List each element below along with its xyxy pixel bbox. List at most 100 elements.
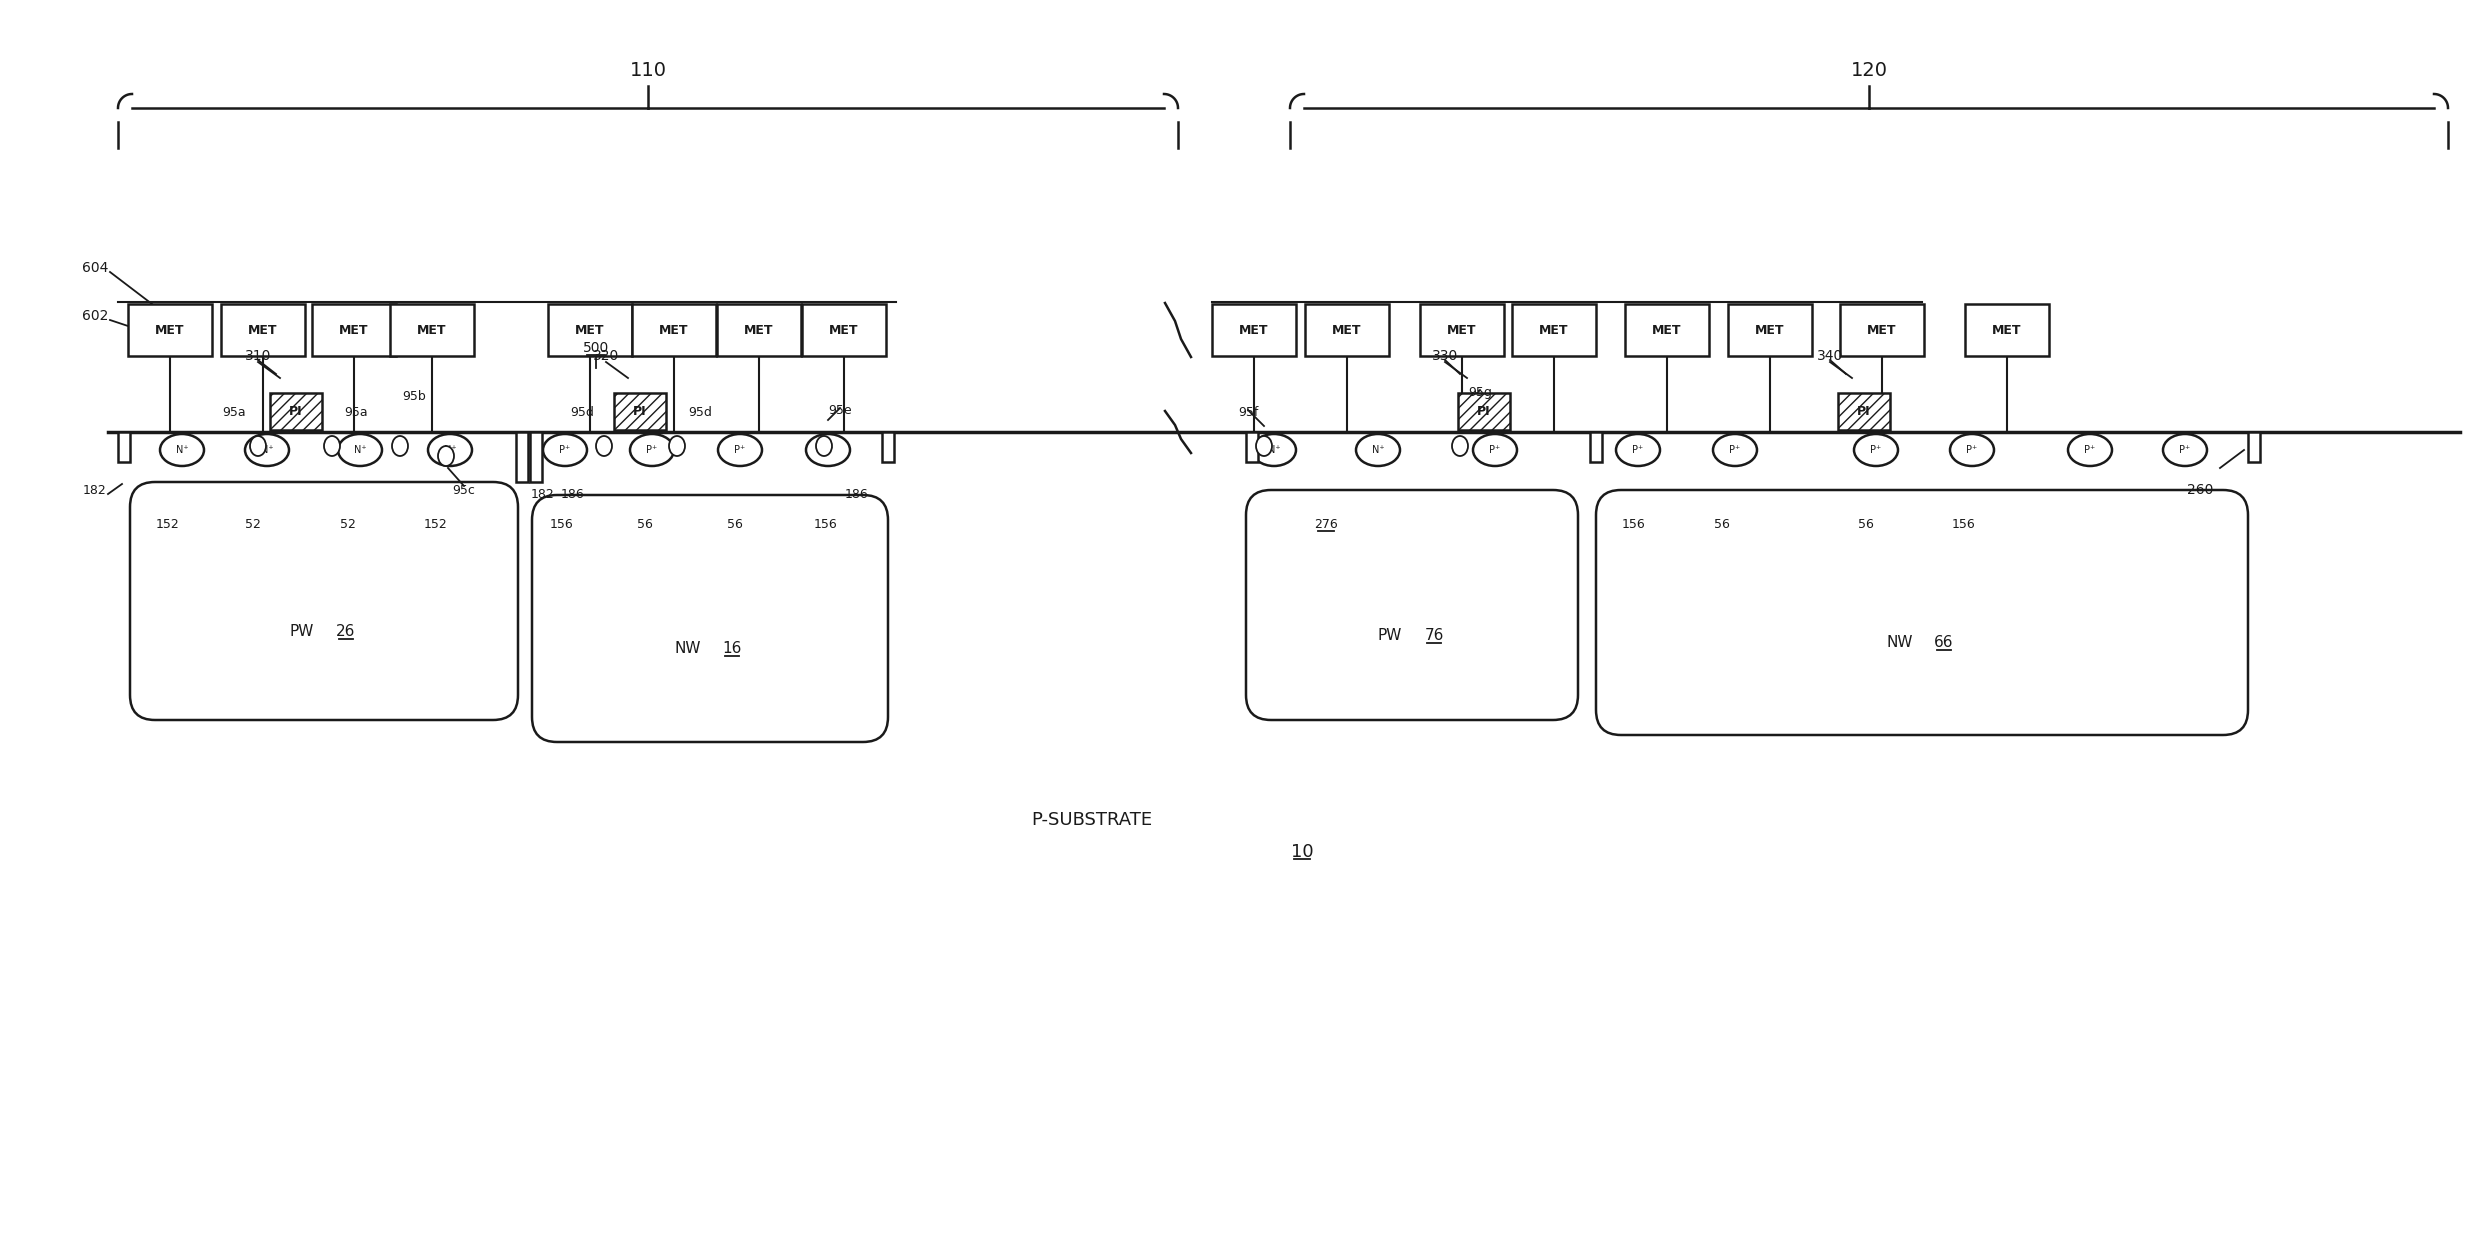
Ellipse shape [1949,433,1994,466]
Bar [390,304,474,356]
Text: 26: 26 [335,623,355,638]
Text: MET: MET [248,323,278,336]
Text: 602: 602 [82,309,109,323]
Ellipse shape [323,436,340,456]
Text: P⁺: P⁺ [646,445,658,455]
Ellipse shape [1616,433,1661,466]
Text: 56: 56 [728,517,742,531]
Text: PW: PW [291,623,315,638]
Bar [119,432,129,462]
Text: N⁺: N⁺ [176,445,189,455]
Text: P⁺: P⁺ [1870,445,1882,455]
Bar [1512,304,1597,356]
Text: P⁺: P⁺ [2083,445,2096,455]
Bar [1837,393,1890,430]
Bar [881,432,894,462]
Bar [549,304,633,356]
Text: 320: 320 [593,348,618,363]
Text: 186: 186 [844,487,869,501]
Bar [313,304,395,356]
Ellipse shape [1855,433,1897,466]
Ellipse shape [1472,433,1517,466]
Text: MET: MET [1867,323,1897,336]
Text: 110: 110 [631,60,665,80]
Text: 95a: 95a [345,406,367,418]
Text: 156: 156 [1621,517,1646,531]
Text: NW: NW [675,641,700,656]
Ellipse shape [2068,433,2113,466]
Ellipse shape [251,436,266,456]
Text: 276: 276 [1314,517,1338,531]
Text: MET: MET [576,323,606,336]
Text: 10: 10 [1291,843,1314,861]
Text: 260: 260 [2188,483,2212,497]
Text: 156: 156 [551,517,574,531]
Ellipse shape [338,433,382,466]
Text: MET: MET [1333,323,1361,336]
Bar [1306,304,1388,356]
Ellipse shape [1453,436,1467,456]
Text: P⁺: P⁺ [1490,445,1500,455]
Ellipse shape [668,436,685,456]
Ellipse shape [1251,433,1296,466]
Ellipse shape [159,433,204,466]
Text: MET: MET [1539,323,1569,336]
Text: N⁺: N⁺ [1269,445,1281,455]
Text: 95e: 95e [829,403,852,416]
Text: 500: 500 [584,341,608,355]
Ellipse shape [817,436,832,456]
Bar [1840,304,1924,356]
Text: MET: MET [745,323,775,336]
Text: 52: 52 [340,517,355,531]
Text: P⁺: P⁺ [559,445,571,455]
Text: NW: NW [1887,634,1914,649]
Text: N⁺: N⁺ [261,445,273,455]
Text: PI: PI [633,405,646,417]
Text: 152: 152 [156,517,179,531]
Text: 310: 310 [246,348,271,363]
Text: 66: 66 [1934,634,1954,649]
Bar [1624,304,1708,356]
Ellipse shape [718,433,762,466]
Text: 95c: 95c [452,483,474,497]
Ellipse shape [1256,436,1271,456]
Ellipse shape [1713,433,1758,466]
Text: P⁺: P⁺ [735,445,745,455]
Bar [271,393,323,430]
Bar [1246,432,1259,462]
Text: P⁺: P⁺ [2180,445,2190,455]
Text: 56: 56 [1713,517,1731,531]
Text: P⁺: P⁺ [1728,445,1741,455]
Text: MET: MET [660,323,688,336]
Bar [2247,432,2260,462]
Ellipse shape [427,433,472,466]
Bar [1728,304,1813,356]
Bar [613,393,665,430]
Text: 120: 120 [1850,60,1887,80]
Bar [802,304,886,356]
Text: 56: 56 [1857,517,1875,531]
Ellipse shape [544,433,586,466]
Bar [129,304,211,356]
Text: PI: PI [288,405,303,417]
Text: MET: MET [1991,323,2021,336]
Text: P⁺: P⁺ [822,445,834,455]
Bar [1212,304,1296,356]
Text: 182: 182 [531,487,554,501]
Bar [1589,432,1602,462]
Text: 186: 186 [561,487,586,501]
Text: P-SUBSTRATE: P-SUBSTRATE [1030,811,1152,829]
Text: MET: MET [1651,323,1681,336]
Text: 95f: 95f [1239,406,1259,418]
Text: MET: MET [1448,323,1477,336]
Text: 95d: 95d [571,406,593,418]
Bar [1458,393,1510,430]
Text: 182: 182 [82,483,107,497]
Bar [516,432,529,482]
Bar [1420,304,1505,356]
Text: 16: 16 [723,641,742,656]
Bar [718,304,802,356]
Text: PI: PI [1477,405,1490,417]
Text: N⁺: N⁺ [444,445,457,455]
Ellipse shape [807,433,849,466]
